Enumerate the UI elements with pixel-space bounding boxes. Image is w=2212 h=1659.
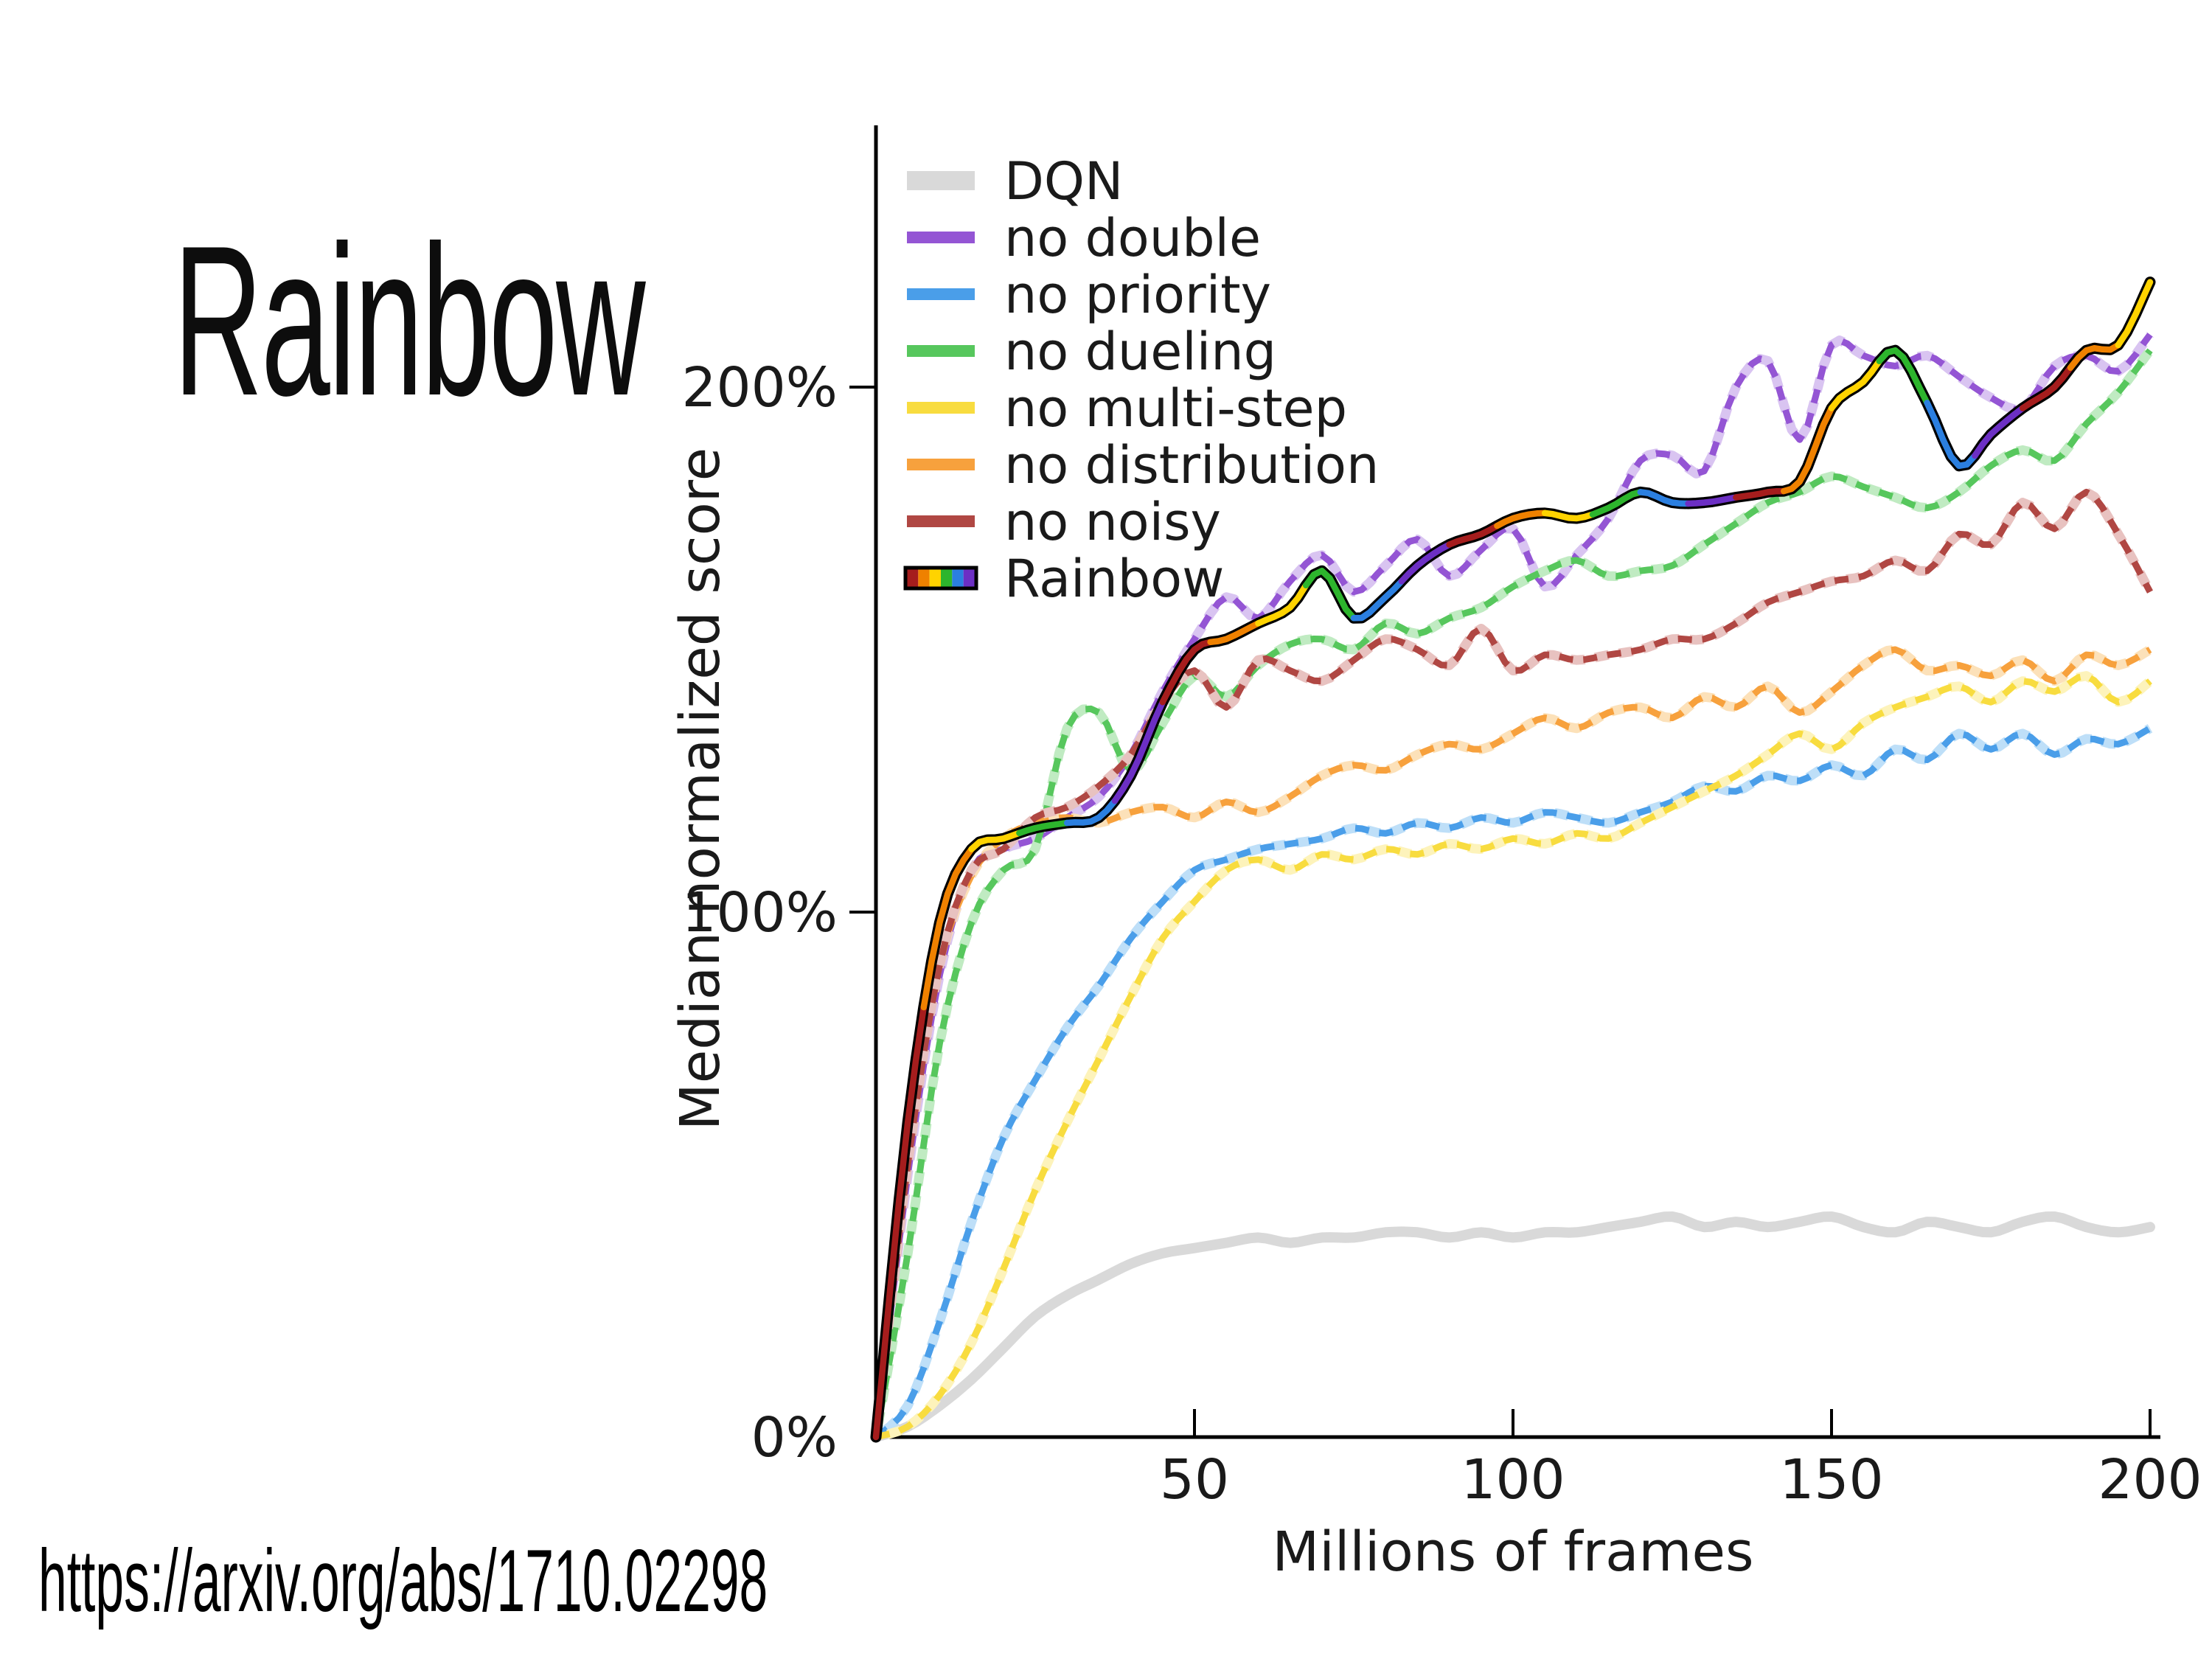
- series-rainbow-segment: [1541, 509, 1596, 522]
- series-rainbow-segment: [2019, 364, 2074, 411]
- legend-item: no noisy: [907, 492, 1221, 552]
- series-no-priority-halo: [873, 724, 2153, 1441]
- series-rainbow-segment: [1972, 405, 2026, 459]
- series-rainbow-segment: [1685, 494, 1739, 507]
- source-url-link[interactable]: https://arxiv.org/abs/1710.02298: [38, 1531, 768, 1630]
- series-no-multi-step: [874, 672, 2152, 1441]
- series-dqn: [871, 1211, 2155, 1442]
- page-title: Rainbow: [173, 201, 646, 440]
- series-rainbow-segment: [1733, 487, 1787, 501]
- legend-label: Rainbow: [1004, 549, 1224, 609]
- series-rainbow-segment: [1446, 522, 1500, 548]
- legend-swatch-rainbow-segment: [952, 569, 964, 587]
- series-rainbow-segment: [1876, 347, 1930, 406]
- legend-swatch: [907, 459, 975, 470]
- series-rainbow-segment: [1063, 797, 1119, 827]
- legend-swatch: [907, 345, 975, 357]
- legend-label: no priority: [1004, 265, 1271, 325]
- y-tick-label: 200%: [681, 356, 838, 420]
- series-rainbow-segment: [1255, 582, 1310, 627]
- series-rainbow-segment: [1637, 489, 1691, 507]
- series-rainbow-segment: [1207, 620, 1262, 646]
- x-tick-label: 50: [1160, 1448, 1229, 1512]
- series-no-double-halo: [871, 331, 2154, 1438]
- legend-label: no double: [1004, 208, 1261, 268]
- legend-item: no distribution: [907, 435, 1379, 495]
- legend-item: no double: [907, 208, 1261, 268]
- series-rainbow-segment: [872, 1004, 928, 1441]
- series-rainbow-segment: [1828, 358, 1883, 411]
- legend-swatch-dqn: [907, 171, 975, 190]
- legend-label: no distribution: [1004, 435, 1379, 495]
- series-rainbow-segment: [1494, 509, 1548, 529]
- legend-item: no priority: [907, 265, 1271, 325]
- y-tick-label: 0%: [751, 1406, 838, 1470]
- y-axis-title: Median normalized score: [669, 448, 732, 1130]
- legend-swatch: [907, 288, 975, 300]
- legend-label: no multi-step: [1004, 378, 1347, 439]
- legend-swatch-rainbow-segment: [941, 569, 953, 587]
- series-rainbow-segment: [1780, 405, 1835, 495]
- legend-swatch-rainbow-segment: [963, 569, 975, 587]
- series-rainbow-segment: [1589, 489, 1644, 518]
- legend-label: DQN: [1004, 151, 1123, 212]
- series-no-distribution: [872, 646, 2152, 1438]
- legend-swatch-rainbow-border: [903, 566, 978, 591]
- series-rainbow-segment: [1159, 639, 1214, 706]
- series-rainbow-segment: [920, 846, 975, 1011]
- axes: 0% 100% 200% 50 100 150 200 Millions of frames M…: [669, 125, 2202, 1584]
- series-rainbow-segment: [1111, 698, 1166, 804]
- x-axis-title: Millions of frames: [1272, 1520, 1753, 1584]
- series-no-noisy-halo: [871, 487, 2154, 1438]
- y-tick-label: 100%: [681, 881, 838, 945]
- x-tick-label: 150: [1779, 1448, 1883, 1512]
- series-no-multi-step-halo: [874, 671, 2154, 1442]
- legend-item: DQN: [907, 151, 1123, 212]
- legend-label: no noisy: [1004, 492, 1221, 552]
- legend-swatch: [907, 232, 975, 243]
- legend-swatch-rainbow-segment: [929, 569, 941, 587]
- series-rainbow-segment: [1398, 541, 1453, 585]
- legend-swatch: [907, 402, 975, 414]
- series-rainbow-segment: [1350, 578, 1405, 622]
- series-rainbow-segment: [1924, 400, 1978, 470]
- legend-item: Rainbow: [903, 549, 1224, 609]
- series-rainbow-segment: [2067, 341, 2122, 371]
- x-tick-label: 200: [2098, 1448, 2202, 1512]
- legend-item: no dueling: [907, 321, 1276, 382]
- legend-item: no multi-step: [907, 378, 1347, 439]
- series-rainbow-segment: [968, 830, 1023, 852]
- legend-swatch-rainbow-segment: [918, 569, 930, 587]
- series-no-dueling: [872, 348, 2153, 1438]
- series-rainbow-segment: [1302, 567, 1357, 622]
- legend-swatch: [907, 515, 975, 527]
- series-rainbow-segment: [2115, 279, 2154, 349]
- x-tick-label: 100: [1461, 1448, 1565, 1512]
- series-rainbow-segment: [1016, 819, 1071, 837]
- series-no-distribution-halo: [871, 644, 2153, 1438]
- legend-swatch-rainbow-segment: [907, 569, 919, 587]
- legend-label: no dueling: [1004, 321, 1276, 382]
- series-no-double: [872, 333, 2153, 1438]
- series-lines: [870, 276, 2156, 1443]
- series-no-priority: [874, 725, 2152, 1440]
